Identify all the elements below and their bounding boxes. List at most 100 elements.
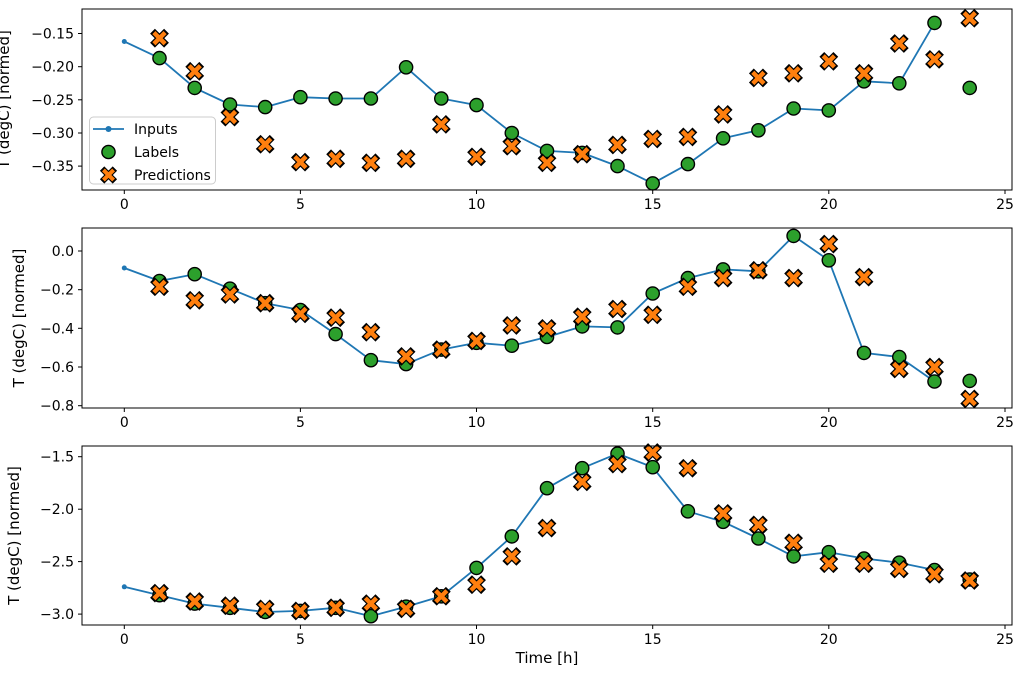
predictions-marker (363, 155, 379, 170)
labels-marker (821, 103, 837, 118)
predictions-marker (398, 601, 414, 616)
labels-marker (751, 531, 766, 546)
labels-marker (715, 130, 731, 146)
x-tick-label: 10 (468, 415, 486, 431)
x-tick-label: 10 (468, 632, 486, 648)
y-tick-label: −0.4 (40, 321, 74, 337)
x-tick-label: 15 (644, 632, 662, 648)
predictions-marker (645, 445, 660, 460)
predictions-marker (328, 151, 343, 166)
predictions-marker (187, 594, 202, 609)
inputs-line (123, 22, 936, 185)
labels-marker (856, 345, 872, 361)
y-axis-label-subplot-3: T (degC) [normed] (5, 466, 23, 606)
predictions-marker (222, 109, 238, 125)
predictions-marker (680, 279, 696, 294)
predictions-marker (715, 107, 731, 122)
labels-marker (328, 326, 343, 342)
x-tick-label: 0 (120, 632, 129, 648)
labels-marker (187, 266, 202, 282)
legend-box (89, 116, 216, 185)
x-tick-label: 25 (996, 197, 1014, 213)
axes-spines (81, 445, 1013, 626)
labels-marker (363, 352, 379, 368)
labels-marker (786, 228, 801, 244)
labels-marker (962, 373, 978, 389)
predictions-marker (293, 306, 308, 321)
x-tick-label: 20 (820, 415, 838, 431)
labels-marker (257, 99, 273, 115)
predictions-marker (962, 573, 977, 588)
labels-marker (821, 252, 837, 268)
inputs-point-marker (121, 39, 127, 44)
predictions-marker (751, 263, 766, 278)
predictions-marker (575, 147, 590, 162)
y-tick-label: −0.2 (40, 283, 74, 299)
predictions-marker (363, 596, 379, 611)
predictions-marker (504, 318, 519, 333)
predictions-marker (892, 561, 907, 577)
predictions-marker (434, 117, 449, 132)
predictions-marker (469, 149, 484, 165)
labels-marker (751, 123, 766, 138)
labels-marker (504, 338, 520, 354)
y-tick-label: 0.0 (52, 244, 74, 260)
predictions-marker (398, 349, 414, 364)
labels-marker (821, 544, 837, 560)
labels-marker (293, 89, 308, 105)
axes-spines (81, 227, 1013, 409)
predictions-marker (645, 307, 660, 322)
predictions-marker (187, 293, 202, 308)
predictions-marker (610, 137, 625, 153)
predictions-marker (680, 129, 696, 145)
predictions-marker (328, 310, 343, 325)
predictions-marker (575, 309, 590, 324)
legend: Inputs Labels Predictions (89, 116, 216, 185)
predictions-marker (610, 456, 625, 472)
predictions-marker (751, 70, 766, 86)
inputs-line (124, 452, 935, 618)
x-tick-label: 5 (296, 197, 305, 213)
labels-marker (152, 50, 167, 66)
subplots: 0 5 10 15 20 25−0.15−0.20−0.25−0.30−0.35Input… (31, 8, 1014, 648)
x-tick-label: 5 (296, 632, 305, 648)
predictions-marker (927, 567, 942, 582)
x-tick-label: 10 (468, 197, 486, 213)
predictions-marker (575, 474, 590, 490)
predictions-marker (152, 585, 167, 601)
predictions-marker (101, 168, 116, 182)
labels-marker (504, 529, 520, 544)
predictions-marker (222, 287, 238, 302)
labels-marker (469, 97, 484, 113)
subplot-3: 0 5 10 15 20 25 −1.5 −2.0 −2.5 −3.0 (40, 443, 1014, 648)
labels-marker (574, 460, 590, 476)
predictions-marker (152, 31, 167, 46)
legend-item-label: Inputs (134, 122, 178, 138)
x-axis-label: Time [h] (515, 649, 579, 667)
labels-marker (927, 374, 942, 389)
predictions-marker (539, 520, 555, 536)
labels-marker (610, 320, 625, 335)
y-tick-label: −0.25 (31, 93, 74, 109)
predictions-marker (856, 556, 872, 571)
y-tick-label: −2.0 (40, 502, 74, 518)
predictions-marker (293, 603, 308, 619)
predictions-marker (962, 391, 977, 407)
predictions-marker (610, 301, 625, 317)
y-tick-label: −2.5 (40, 555, 74, 571)
predictions-marker (258, 137, 273, 152)
labels-marker (363, 608, 379, 624)
predictions-marker (856, 66, 872, 81)
y-tick-label: −0.30 (31, 126, 74, 142)
legend-labels-sample (101, 144, 116, 160)
predictions-marker (645, 131, 660, 147)
labels-marker (328, 91, 343, 106)
labels-marker (645, 286, 661, 301)
predictions-marker (786, 270, 801, 286)
predictions-marker (821, 236, 836, 252)
predictions-marker (962, 11, 977, 26)
labels-marker (504, 125, 520, 141)
labels-marker (363, 91, 379, 106)
predictions-marker (293, 154, 308, 170)
